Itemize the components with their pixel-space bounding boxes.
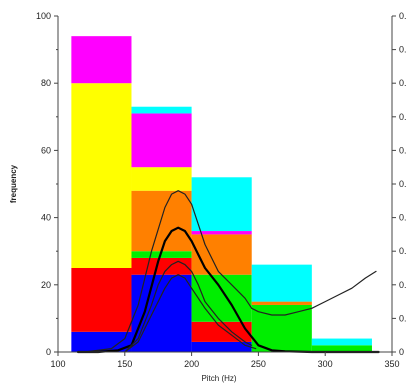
right-tick-label: 0. <box>399 45 407 55</box>
bar-segment-1-1 <box>131 257 192 275</box>
density-curve-0 <box>84 190 377 353</box>
right-tick-label: 0. <box>399 145 407 155</box>
y-tick-label: 0 <box>46 347 51 357</box>
x-tick-label: 350 <box>384 359 399 369</box>
bar-segment-2-3 <box>191 234 252 275</box>
histogram-bars <box>71 36 372 352</box>
y-axis-ticks: 0 20 40 60 80 100 <box>36 11 58 357</box>
x-tick-label: 250 <box>251 359 266 369</box>
y-tick-label: 100 <box>36 11 51 21</box>
bar-segment-4-0 <box>311 345 372 352</box>
right-tick-label: 0. <box>399 112 407 122</box>
bar-segment-1-6 <box>131 106 192 114</box>
density-curve-2 <box>124 260 253 353</box>
y-tick-label: 80 <box>41 78 51 88</box>
x-tick-label: 150 <box>117 359 132 369</box>
bar-segment-1-0 <box>131 274 192 352</box>
y-tick-label: 20 <box>41 280 51 290</box>
bar-segment-3-2 <box>251 264 312 302</box>
bar-segment-2-1 <box>191 321 252 342</box>
bar-segment-2-4 <box>191 231 252 235</box>
bar-segment-0-1 <box>71 268 132 332</box>
bar-segment-4-1 <box>311 338 372 346</box>
bar-segment-1-5 <box>131 113 192 168</box>
bar-segment-0-0 <box>71 331 132 352</box>
right-tick-label: 0. <box>399 246 407 256</box>
bar-segment-1-4 <box>131 167 192 191</box>
bar-segment-2-5 <box>191 177 252 232</box>
right-tick-label: 0. <box>399 11 407 21</box>
y-tick-label: 60 <box>41 145 51 155</box>
x-tick-label: 200 <box>184 359 199 369</box>
right-tick-label: 0. <box>399 179 407 189</box>
bar-segment-2-2 <box>191 274 252 322</box>
x-axis-title: Pitch (Hz) <box>201 374 236 383</box>
bar-segment-0-2 <box>71 83 132 268</box>
bar-segment-2-0 <box>191 341 252 352</box>
right-tick-label: 0. <box>399 280 407 290</box>
right-tick-label: 0. <box>399 78 407 88</box>
y-axis-title: frequency <box>9 164 18 203</box>
right-tick-label: 0. <box>399 213 407 223</box>
right-axis-ticks: 0 0. 0. 0. 0. 0. 0. 0. 0. 0. 0. <box>392 11 407 357</box>
density-curve-3 <box>124 274 257 353</box>
bar-segment-0-3 <box>71 36 132 84</box>
bar-segment-1-3 <box>131 190 192 252</box>
x-tick-label: 100 <box>50 359 65 369</box>
right-tick-label: 0. <box>399 313 407 323</box>
y-tick-label: 40 <box>41 213 51 223</box>
x-tick-label: 300 <box>318 359 333 369</box>
bar-segment-3-1 <box>251 301 312 305</box>
x-axis-ticks: 100 150 200 250 300 350 <box>50 352 400 369</box>
right-tick-label: 0 <box>399 347 404 357</box>
